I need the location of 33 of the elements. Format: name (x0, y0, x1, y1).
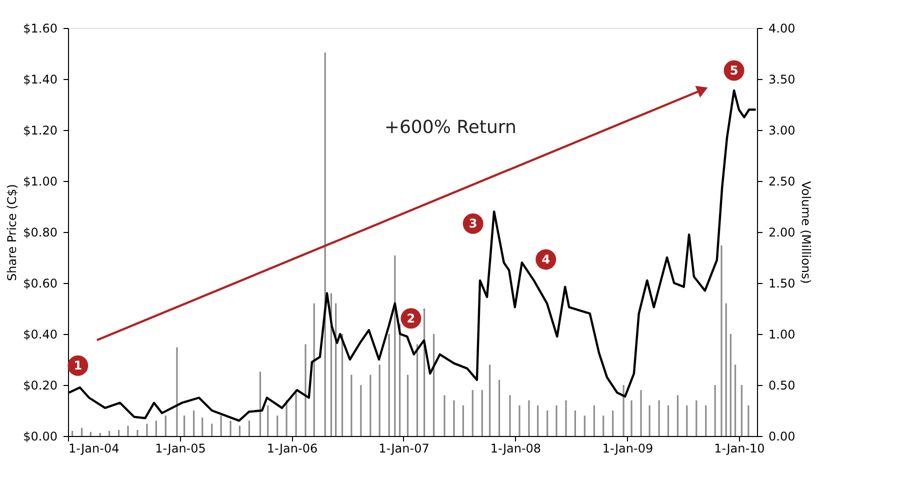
y-tick-label: $0.80 (23, 226, 58, 240)
y2-tick-label: 1.50 (768, 276, 796, 290)
y2-axis-title: Volume (Millions) (799, 181, 814, 284)
x-tick-label: 1-Jan-04 (68, 442, 120, 456)
y-tick-label: $0.40 (23, 328, 58, 342)
x-tick-label: 1-Jan-07 (378, 442, 430, 456)
y-tick-label: $1.00 (23, 174, 58, 188)
y-tick-label: $0.00 (23, 430, 58, 444)
y2-tick-label: 4.00 (768, 22, 796, 36)
x-tick-label: 1-Jan-06 (266, 442, 318, 456)
x-tick-label: 1-Jan-09 (602, 442, 654, 456)
annotation: 5 (730, 63, 738, 78)
annotation: 4 (542, 252, 550, 266)
y2-tick-label: 0.50 (768, 378, 796, 392)
x-tick-label: 1-Jan-08 (490, 442, 542, 456)
y2-tick-label: 1.00 (768, 328, 796, 342)
annotation: 3 (468, 216, 478, 231)
annotation: +600% Return (384, 116, 516, 138)
annotation: 1 (74, 358, 82, 373)
y2-tick-label: 2.50 (768, 174, 796, 188)
y-tick-label: $1.40 (23, 72, 58, 86)
y2-tick-label: 3.50 (768, 72, 796, 86)
y-tick-label: $0.60 (23, 276, 58, 290)
y-tick-label: $0.20 (23, 378, 58, 392)
y2-tick-label: 0.00 (768, 430, 796, 444)
x-tick-label: 1-Jan-05 (155, 442, 206, 456)
annotation: 2 (406, 311, 416, 326)
y-axis-title: Share Price (C$) (5, 184, 20, 281)
y-tick-label: $1.20 (23, 124, 58, 138)
x-tick-label: 1-Jan-10 (714, 442, 765, 456)
y2-tick-label: 2.00 (768, 226, 796, 240)
y-tick-label: $1.60 (23, 22, 58, 36)
y2-tick-label: 3.00 (768, 124, 796, 138)
